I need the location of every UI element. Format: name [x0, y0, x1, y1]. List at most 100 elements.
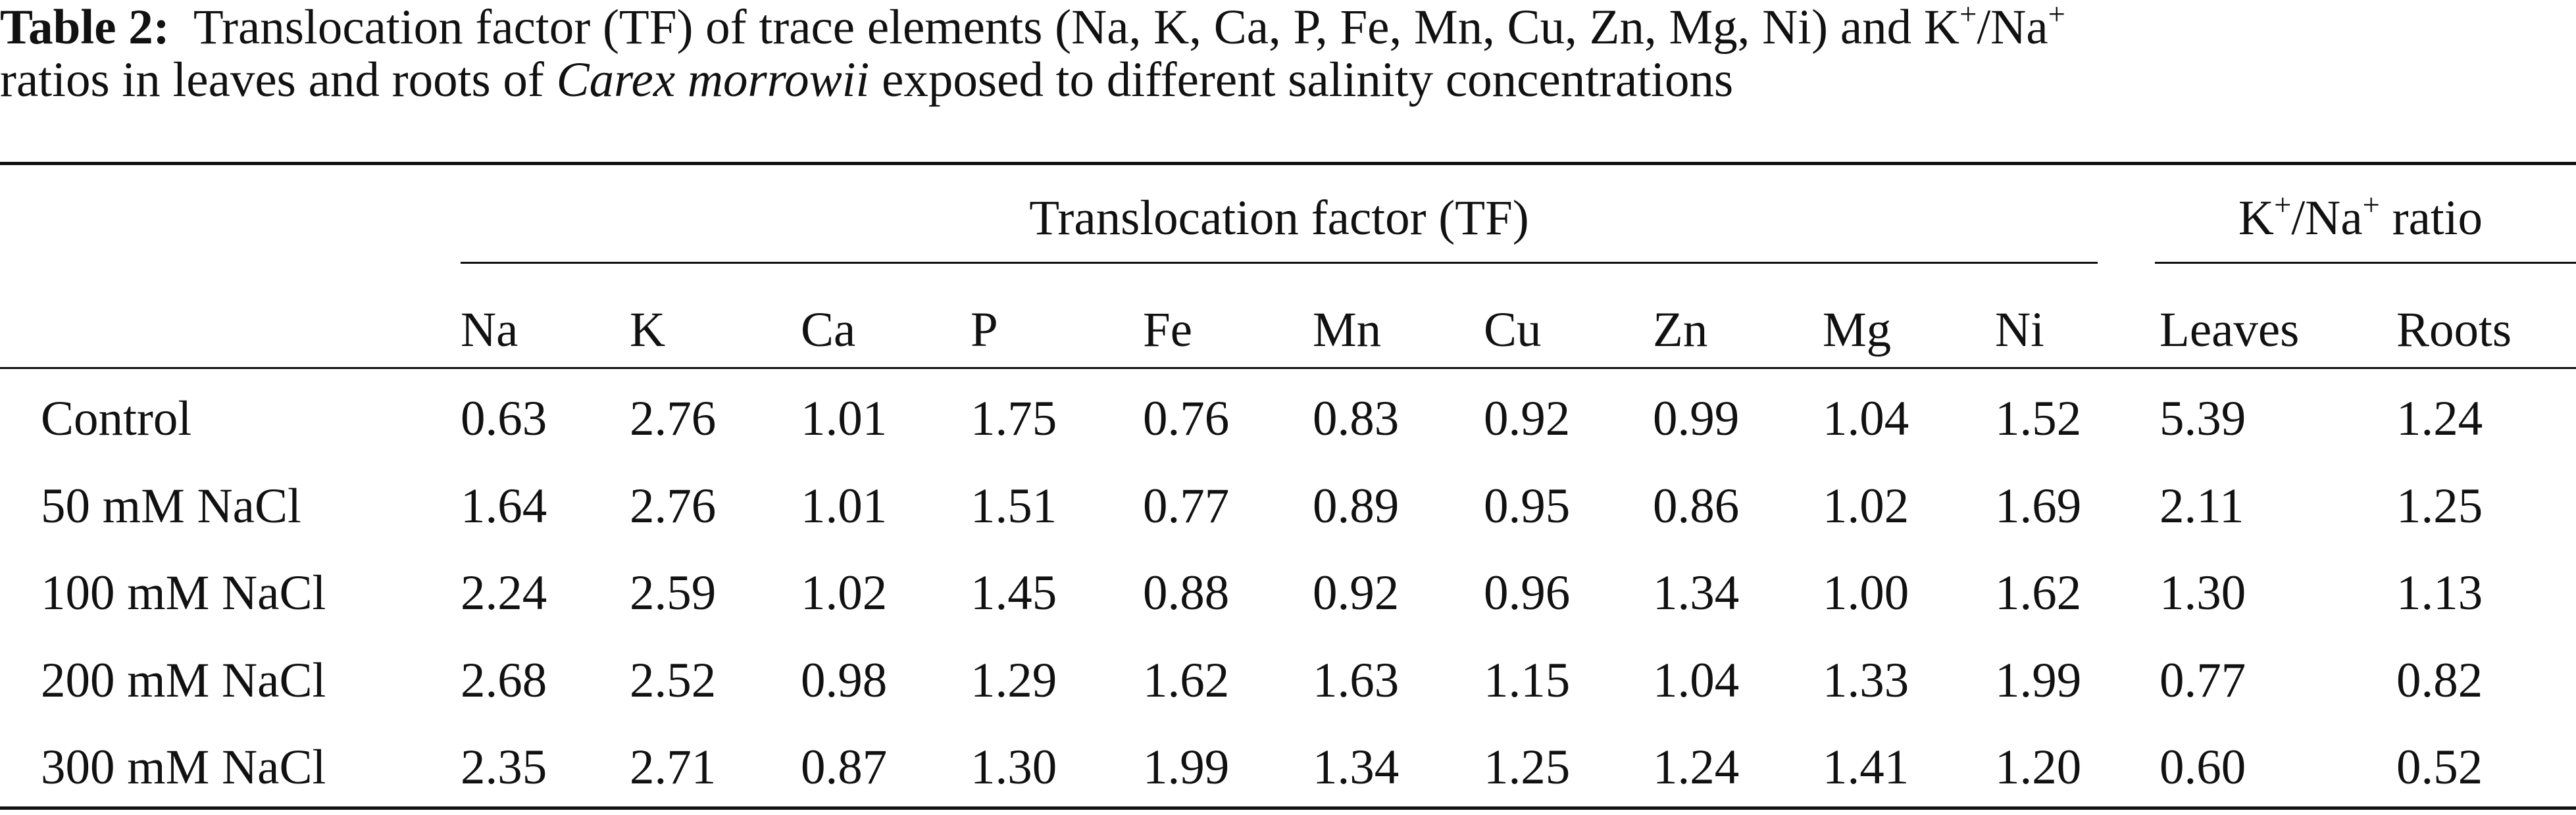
caption-sup: + [1959, 0, 1977, 32]
table-cell: 2.68 [461, 653, 547, 708]
table-cell: 1.51 [971, 478, 1057, 533]
table-cell: 5.39 [2159, 391, 2246, 446]
table-cell: 1.62 [1995, 566, 2082, 620]
table-cell: 1.01 [801, 391, 888, 446]
column-header: K [630, 303, 666, 357]
header-sup: + [2362, 189, 2380, 223]
bottom-rule [0, 806, 2576, 810]
row-label: 50 mM NaCl [41, 478, 301, 533]
table-cell: 1.30 [971, 740, 1057, 795]
header-text: K [2238, 191, 2275, 245]
table-cell: 0.95 [1484, 478, 1571, 533]
table-cell: 0.88 [1143, 566, 1230, 620]
row-label: 100 mM NaCl [41, 566, 326, 620]
column-header: Mg [1823, 303, 1892, 357]
header-text: /Na [2291, 191, 2363, 245]
table-cell: 1.29 [971, 653, 1057, 708]
table-cell: 1.34 [1653, 566, 1740, 620]
table-cell: 2.11 [2159, 478, 2244, 533]
group-header: K+/Na+ ratio [2155, 189, 2566, 245]
column-header: P [971, 303, 998, 357]
header-sup: + [2274, 189, 2292, 223]
table-cell: 0.92 [1313, 566, 1400, 620]
column-header: Leaves [2159, 303, 2300, 357]
table-cell: 0.77 [1143, 478, 1230, 533]
table-cell: 1.63 [1313, 653, 1400, 708]
header-rule [0, 367, 2576, 369]
table-cell: 2.52 [630, 653, 717, 708]
table-cell: 1.64 [461, 478, 547, 533]
table-cell: 0.86 [1653, 478, 1740, 533]
table-cell: 0.76 [1143, 391, 1230, 446]
table-cell: 2.76 [630, 391, 717, 446]
table-cell: 2.35 [461, 740, 547, 795]
table-cell: 1.52 [1995, 391, 2082, 446]
column-header: Zn [1653, 303, 1708, 357]
table-cell: 1.25 [1484, 740, 1571, 795]
table-cell: 0.99 [1653, 391, 1740, 446]
row-label: 300 mM NaCl [41, 740, 326, 795]
caption-label: Table 2: [0, 0, 170, 55]
caption-text: /Na [1977, 0, 2048, 55]
table-cell: 0.87 [801, 740, 888, 795]
caption-line: ratios in leaves and roots of Carex morr… [0, 54, 1733, 107]
table-cell: 1.04 [1823, 391, 1909, 446]
group-rule [2155, 262, 2576, 264]
table-cell: 0.77 [2159, 653, 2246, 708]
table-cell: 1.99 [1143, 740, 1230, 795]
caption-line: Table 2: Translocation factor (TF) of tr… [0, 0, 2065, 55]
table-cell: 2.24 [461, 566, 547, 620]
caption-sup: + [2048, 0, 2065, 32]
table-cell: 1.04 [1653, 653, 1740, 708]
table-cell: 0.92 [1484, 391, 1571, 446]
table-cell: 1.99 [1995, 653, 2082, 708]
table-cell: 1.02 [801, 566, 888, 620]
caption-species: Carex morrowii [556, 53, 870, 107]
group-header: Translocation factor (TF) [1029, 191, 1529, 245]
row-label: Control [41, 391, 192, 446]
column-header: Roots [2396, 303, 2512, 357]
table-cell: 0.96 [1484, 566, 1571, 620]
header-text: ratio [2379, 191, 2483, 245]
group-rule [461, 262, 2098, 264]
column-header: Ni [1995, 303, 2044, 357]
table-cell: 1.25 [2396, 478, 2483, 533]
table-cell: 2.76 [630, 478, 717, 533]
table-cell: 1.00 [1823, 566, 1909, 620]
table-cell: 1.62 [1143, 653, 1230, 708]
row-label: 200 mM NaCl [41, 653, 326, 708]
caption-text: ratios in leaves and roots of [0, 53, 557, 107]
column-header: Mn [1313, 303, 1382, 357]
table-cell: 1.24 [1653, 740, 1740, 795]
table-cell: 1.69 [1995, 478, 2082, 533]
table-cell: 1.45 [971, 566, 1057, 620]
column-header: Cu [1484, 303, 1542, 357]
column-header: Ca [801, 303, 856, 357]
table-cell: 0.82 [2396, 653, 2483, 708]
caption-text: Translocation factor (TF) of trace eleme… [193, 0, 1960, 55]
column-header: Na [461, 303, 518, 357]
table-cell: 2.71 [630, 740, 717, 795]
table-cell: 0.63 [461, 391, 547, 446]
table-cell: 1.34 [1313, 740, 1400, 795]
table-cell: 1.01 [801, 478, 888, 533]
table-cell: 0.83 [1313, 391, 1400, 446]
column-header: Fe [1143, 303, 1192, 357]
table-cell: 0.89 [1313, 478, 1400, 533]
table-cell: 0.60 [2159, 740, 2246, 795]
table-cell: 0.98 [801, 653, 888, 708]
table-cell: 1.24 [2396, 391, 2483, 446]
table-cell: 2.59 [630, 566, 717, 620]
table-cell: 1.13 [2396, 566, 2483, 620]
table-cell: 1.30 [2159, 566, 2246, 620]
table-cell: 1.33 [1823, 653, 1909, 708]
table-cell: 1.75 [971, 391, 1057, 446]
caption-text: exposed to different salinity concentrat… [869, 53, 1734, 107]
table-cell: 1.41 [1823, 740, 1909, 795]
table-cell: 1.20 [1995, 740, 2082, 795]
table-cell: 1.02 [1823, 478, 1909, 533]
top-rule [0, 162, 2576, 165]
table-cell: 0.52 [2396, 740, 2483, 795]
table-cell: 1.15 [1484, 653, 1571, 708]
